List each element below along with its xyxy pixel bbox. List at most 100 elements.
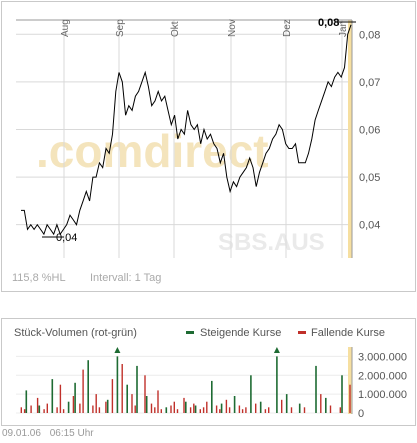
volume-bar-up <box>194 405 197 413</box>
volume-bar-up <box>341 375 343 413</box>
y-tick-label: 0,04 <box>359 220 380 232</box>
volume-bar-down <box>281 399 283 413</box>
volume-bar-down <box>264 409 267 413</box>
volume-bar-up <box>116 356 119 413</box>
timestamp-footer: 09.01.06 06:15 Uhr <box>2 428 100 439</box>
volume-bar-down <box>173 401 175 413</box>
volume-bar-down <box>46 403 48 413</box>
volume-bar-down <box>62 409 65 413</box>
volume-bar-down <box>268 407 270 413</box>
volume-overflow-arrow <box>273 347 280 353</box>
volume-bar-up <box>250 375 252 413</box>
price-chart-panel: .comdirect SBS.AUS Aug Sep Okt Nov Dez Jan 0,… <box>1 1 416 292</box>
volume-bar-up <box>106 399 109 413</box>
volume-bar-down <box>59 384 62 413</box>
volume-bar-down <box>202 407 205 413</box>
volume-bar-up <box>165 407 168 413</box>
volume-y-tick-label: 0 <box>358 408 364 420</box>
volume-bar-up <box>185 401 187 413</box>
legend-down-label: Fallende Kurse <box>311 327 385 339</box>
volume-bar-down <box>245 407 247 413</box>
volume-bar-down <box>111 379 114 413</box>
volume-bar-down <box>225 399 228 413</box>
price-chart: .comdirect SBS.AUS Aug Sep Okt Nov Dez Jan 0,… <box>12 17 380 284</box>
volume-bar-down <box>23 409 26 413</box>
volume-y-tick-label: 2.000.000 <box>358 370 407 382</box>
volume-y-tick-label: 1.000.000 <box>358 389 407 401</box>
volume-latest-day-highlight <box>348 347 352 414</box>
latest-day-highlight <box>348 20 352 258</box>
volume-bar-up <box>211 380 213 413</box>
volume-bar-down <box>238 405 241 413</box>
volume-bar-down <box>56 407 58 413</box>
volume-bar-down <box>320 394 322 413</box>
volume-bar-down <box>255 403 257 413</box>
volume-bar-down <box>206 401 208 413</box>
volume-bar-up <box>67 401 70 413</box>
volume-chart: Stück-Volumen (rot-grün) Steigende Kurse… <box>14 327 407 420</box>
volume-bar-down <box>349 384 351 413</box>
month-tick-label: Jan <box>338 21 349 37</box>
month-tick-label: Okt <box>170 21 181 37</box>
volume-bar-down <box>290 407 293 413</box>
volume-bar-down <box>199 409 201 413</box>
y-tick-label: 0,08 <box>359 29 380 41</box>
volume-bar-up <box>51 379 54 413</box>
volume-bar-down <box>95 394 97 413</box>
volume-bar-up <box>136 365 138 413</box>
interval-label: Intervall: 1 Tag <box>90 272 161 284</box>
volume-bar-up <box>325 397 327 413</box>
comdirect-watermark: .comdirect <box>36 125 269 177</box>
volume-bar-down <box>82 369 84 413</box>
volume-bar-down <box>134 405 136 413</box>
volume-overflow-arrow <box>114 347 121 353</box>
footer-time: 06:15 Uhr <box>49 428 94 439</box>
volume-bar-down <box>157 390 159 413</box>
volume-bar-up <box>315 365 317 413</box>
volume-bar-down <box>36 397 39 413</box>
volume-bar-down <box>150 403 153 413</box>
volume-bar-up <box>220 403 223 413</box>
volume-y-tick-label: 3.000.000 <box>358 351 407 363</box>
price-series-line <box>21 24 352 236</box>
volume-bar-down <box>228 407 231 413</box>
volume-chart-title: Stück-Volumen (rot-grün) <box>14 327 137 339</box>
volume-bar-down <box>339 407 341 413</box>
volume-bar-down <box>241 409 244 413</box>
volume-bar-down <box>170 405 172 413</box>
volume-bar-up <box>298 403 301 413</box>
low-value-label: 0,04 <box>56 232 77 244</box>
volume-bar-up <box>276 356 278 413</box>
volume-bar-up <box>233 396 236 413</box>
month-tick-label: Sep <box>115 19 126 37</box>
footer-date: 09.01.06 <box>2 428 41 439</box>
month-tick-label: Nov <box>227 19 238 37</box>
legend-down-swatch <box>298 331 306 334</box>
volume-bar-down <box>98 407 101 413</box>
volume-bar-down <box>183 397 185 413</box>
volume-bar-up <box>87 360 89 413</box>
volume-bar-down <box>176 409 179 413</box>
month-tick-label: Dez <box>282 19 293 37</box>
volume-bar-down <box>160 409 162 413</box>
volume-bar-up <box>145 396 148 413</box>
volume-bar-down <box>92 405 94 413</box>
volume-bar-up <box>74 382 76 413</box>
volume-bar-down <box>329 405 332 413</box>
volume-bar-up <box>38 405 41 413</box>
volume-bar-up <box>126 384 128 413</box>
volume-bar-down <box>72 396 75 413</box>
volume-bar-down <box>30 405 32 413</box>
volume-bar-down <box>20 407 22 413</box>
high-value-label: 0,08 <box>318 17 339 29</box>
y-tick-label: 0,05 <box>359 172 380 184</box>
y-tick-label: 0,06 <box>359 124 380 136</box>
legend-up-label: Steigende Kurse <box>200 327 281 339</box>
volume-chart-panel: Stück-Volumen (rot-grün) Steigende Kurse… <box>1 318 416 426</box>
volume-bar-down <box>219 409 221 413</box>
volume-bar-down <box>144 375 146 413</box>
legend-up-swatch <box>186 331 194 334</box>
volume-bar-down <box>121 364 123 413</box>
volume-bar-up <box>285 394 288 413</box>
volatility-label: 115,8 %HL <box>12 272 66 284</box>
